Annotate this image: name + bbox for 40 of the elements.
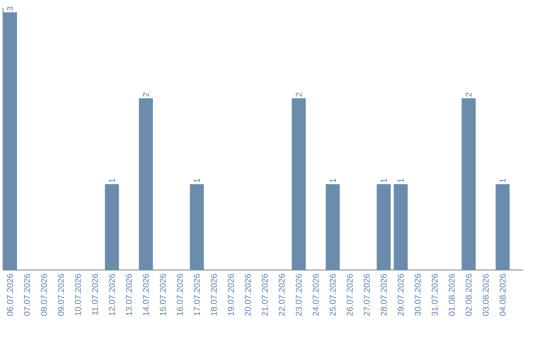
x-tick-label: 24.07.2026 — [312, 274, 319, 316]
x-tick-label: 11.07.2026 — [92, 274, 98, 315]
x-tick-label: 30.07.2026 — [414, 274, 421, 316]
x-tick-label: 12.07.2026 — [108, 274, 115, 316]
x-tick-label: 03.08.2026 — [482, 274, 489, 316]
data-label: 2 — [296, 92, 302, 97]
x-tick-label: 25.07.2026 — [330, 274, 336, 316]
x-tick-label: 15.07.2026 — [160, 274, 166, 316]
x-tick-label: 31.07.2026 — [432, 274, 438, 316]
data-label: 2 — [466, 92, 472, 97]
x-tick-label: 22.07.2026 — [278, 274, 285, 316]
x-tick-label: 19.07.2026 — [228, 274, 234, 316]
x-tick-label: 23.07.2026 — [296, 274, 302, 316]
x-tick-label: 16.07.2026 — [176, 274, 183, 316]
data-label: 1 — [194, 178, 200, 182]
data-label: 1 — [500, 178, 506, 182]
x-tick-label: 18.07.2026 — [210, 274, 217, 316]
x-tick-label: 27.07.2026 — [364, 274, 370, 316]
x-tick-label: 08.07.2026 — [40, 274, 47, 316]
x-tick-label: 10.07.2026 — [74, 274, 81, 316]
x-tick-label: 21.07.2026 — [262, 274, 268, 316]
x-tick-label: 20.07.2026 — [244, 274, 251, 316]
x-tick-label: 07.07.2026 — [24, 274, 30, 316]
x-tick-label: 04.08.2026 — [500, 274, 506, 316]
x-tick-label: 14.07.2026 — [142, 274, 149, 316]
data-label: 1 — [109, 178, 115, 182]
data-label: 3 — [7, 6, 14, 11]
x-tick-label: 29.07.2026 — [398, 274, 404, 316]
x-tick-label: 26.07.2026 — [346, 274, 353, 316]
x-tick-label: 13.07.2026 — [126, 274, 132, 316]
data-label: 1 — [330, 178, 336, 182]
data-label: 2 — [142, 92, 149, 97]
x-tick-label: 17.07.2026 — [194, 274, 200, 316]
data-label: 1 — [398, 178, 404, 182]
x-tick-label: 09.07.2026 — [58, 274, 64, 316]
data-label: 1 — [380, 178, 387, 182]
x-tick-label: 06.07.2026 — [7, 274, 14, 316]
x-tick-label: 01.08.2026 — [448, 274, 455, 316]
x-tick-label: 02.08.2026 — [466, 274, 472, 316]
x-tick-label: 28.07.2026 — [380, 274, 387, 316]
